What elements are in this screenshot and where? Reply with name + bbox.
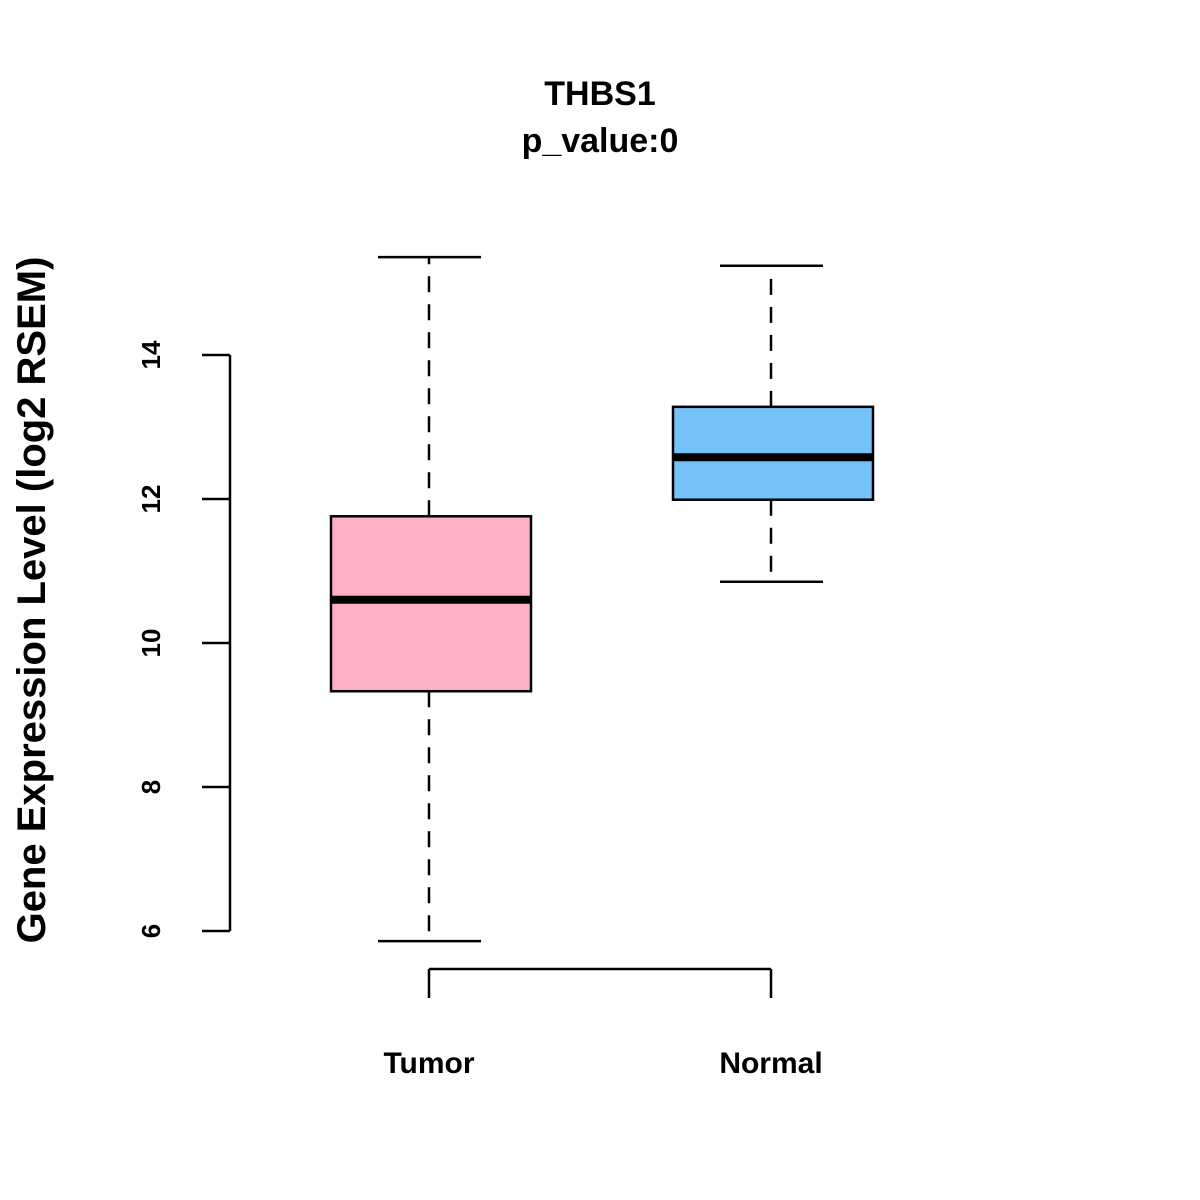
y-tick-label: 8 <box>136 780 166 794</box>
boxes <box>329 255 875 943</box>
x-tick-label: Tumor <box>383 1047 474 1080</box>
y-tick-label: 10 <box>136 629 166 658</box>
y-tick-label: 12 <box>136 485 166 514</box>
box-normal <box>671 264 875 584</box>
y-tick-label: 6 <box>136 924 166 938</box>
y-axis-label: Gene Expression Level (log2 RSEM) <box>10 257 54 944</box>
x-tick-label: Normal <box>719 1047 822 1080</box>
chart-title: THBS1 <box>544 75 655 113</box>
x-axis: Tumor Normal <box>383 967 823 1080</box>
box-tumor <box>329 255 533 943</box>
chart-subtitle: p_value:0 <box>522 122 679 160</box>
y-axis: 6 8 10 12 14 <box>136 340 232 938</box>
y-tick-label: 14 <box>136 340 166 369</box>
